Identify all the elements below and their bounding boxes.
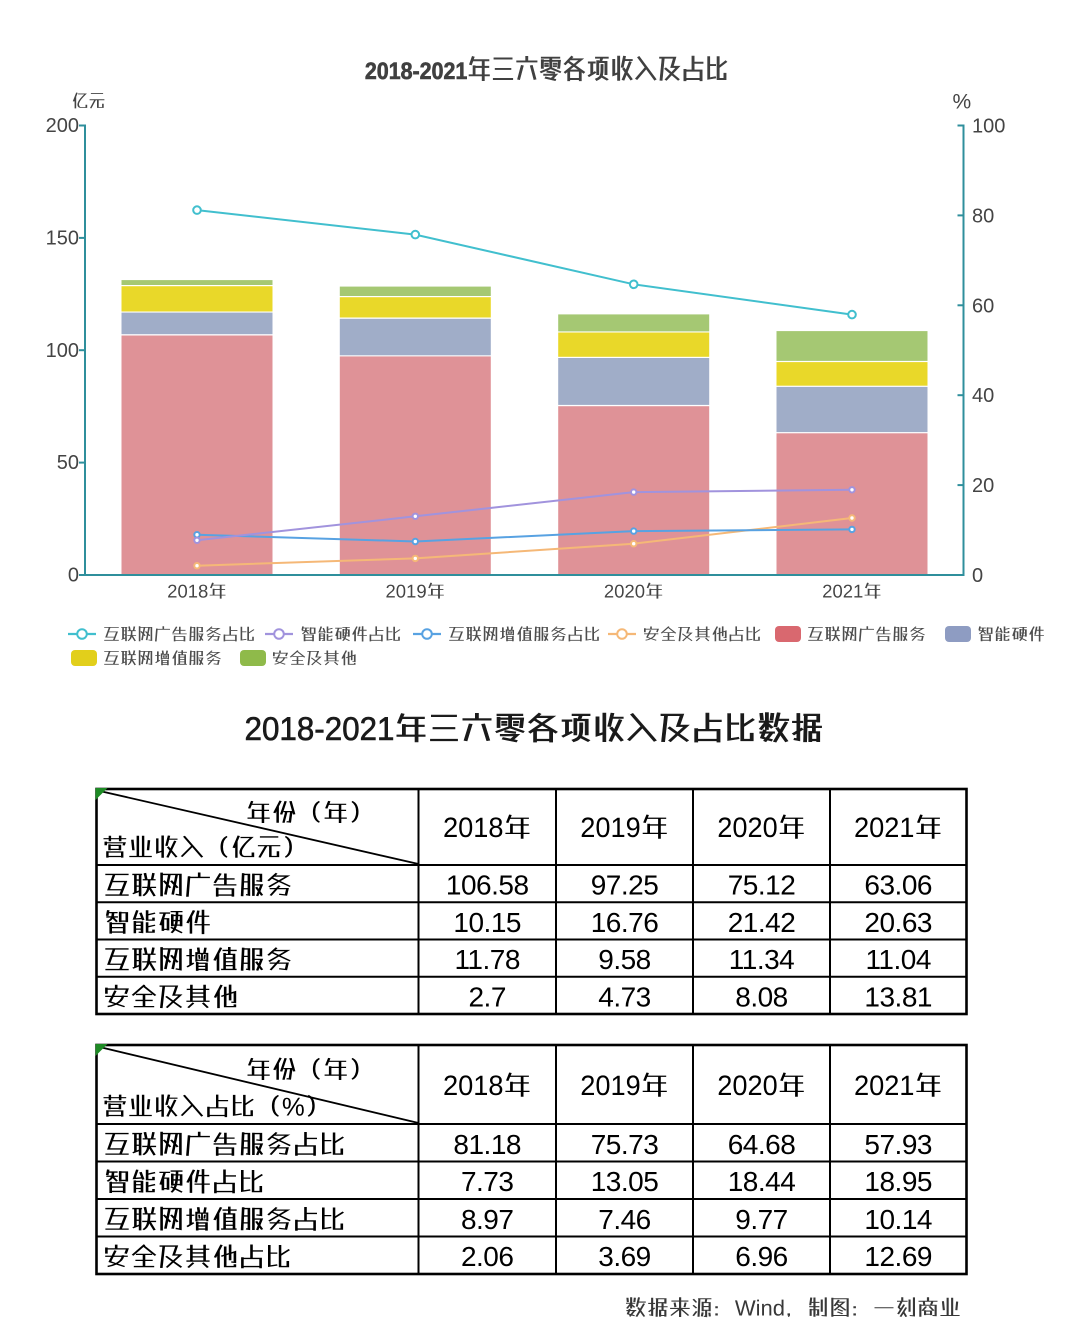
svg-text:18.44: 18.44	[728, 1166, 796, 1197]
svg-text:100: 100	[46, 340, 79, 362]
svg-text:40: 40	[972, 385, 994, 407]
svg-text:13.05: 13.05	[591, 1166, 659, 1197]
svg-text:2.7: 2.7	[468, 981, 505, 1012]
svg-text:106.58: 106.58	[446, 870, 529, 901]
svg-text:11.78: 11.78	[454, 944, 520, 975]
svg-text:200: 200	[46, 115, 79, 137]
svg-text:0: 0	[972, 565, 983, 587]
svg-text:80: 80	[972, 205, 994, 227]
svg-text:75.73: 75.73	[591, 1129, 659, 1160]
svg-text:21.42: 21.42	[728, 907, 796, 938]
svg-text:2.06: 2.06	[461, 1241, 514, 1272]
svg-text:7.73: 7.73	[461, 1166, 514, 1197]
svg-text:150: 150	[46, 227, 79, 249]
svg-text:16.76: 16.76	[591, 907, 659, 938]
svg-text:10.14: 10.14	[864, 1204, 932, 1235]
svg-text:0: 0	[68, 565, 79, 587]
svg-text:18.95: 18.95	[864, 1166, 932, 1197]
svg-text:20: 20	[972, 475, 994, 497]
svg-text:97.25: 97.25	[591, 870, 659, 901]
svg-text:11.04: 11.04	[865, 944, 931, 975]
svg-text:100: 100	[972, 116, 1005, 138]
svg-text:13.81: 13.81	[864, 981, 932, 1012]
svg-text:11.34: 11.34	[729, 944, 795, 975]
svg-text:50: 50	[57, 452, 79, 474]
svg-text:%: %	[953, 91, 972, 114]
svg-text:60: 60	[972, 295, 994, 317]
svg-text:8.97: 8.97	[461, 1204, 514, 1235]
svg-text:64.68: 64.68	[728, 1129, 796, 1160]
svg-text:7.46: 7.46	[598, 1204, 651, 1235]
svg-text:20.63: 20.63	[864, 907, 932, 938]
svg-text:4.73: 4.73	[598, 981, 651, 1012]
svg-text:3.69: 3.69	[598, 1241, 651, 1272]
svg-text:12.69: 12.69	[864, 1241, 932, 1272]
svg-text:75.12: 75.12	[728, 870, 796, 901]
svg-text:9.58: 9.58	[598, 944, 651, 975]
svg-text:10.15: 10.15	[453, 907, 521, 938]
svg-text:9.77: 9.77	[735, 1204, 788, 1235]
svg-text:63.06: 63.06	[864, 870, 932, 901]
svg-text:57.93: 57.93	[864, 1129, 932, 1160]
svg-text:8.08: 8.08	[735, 981, 788, 1012]
svg-text:6.96: 6.96	[735, 1241, 788, 1272]
svg-text:81.18: 81.18	[453, 1129, 521, 1160]
